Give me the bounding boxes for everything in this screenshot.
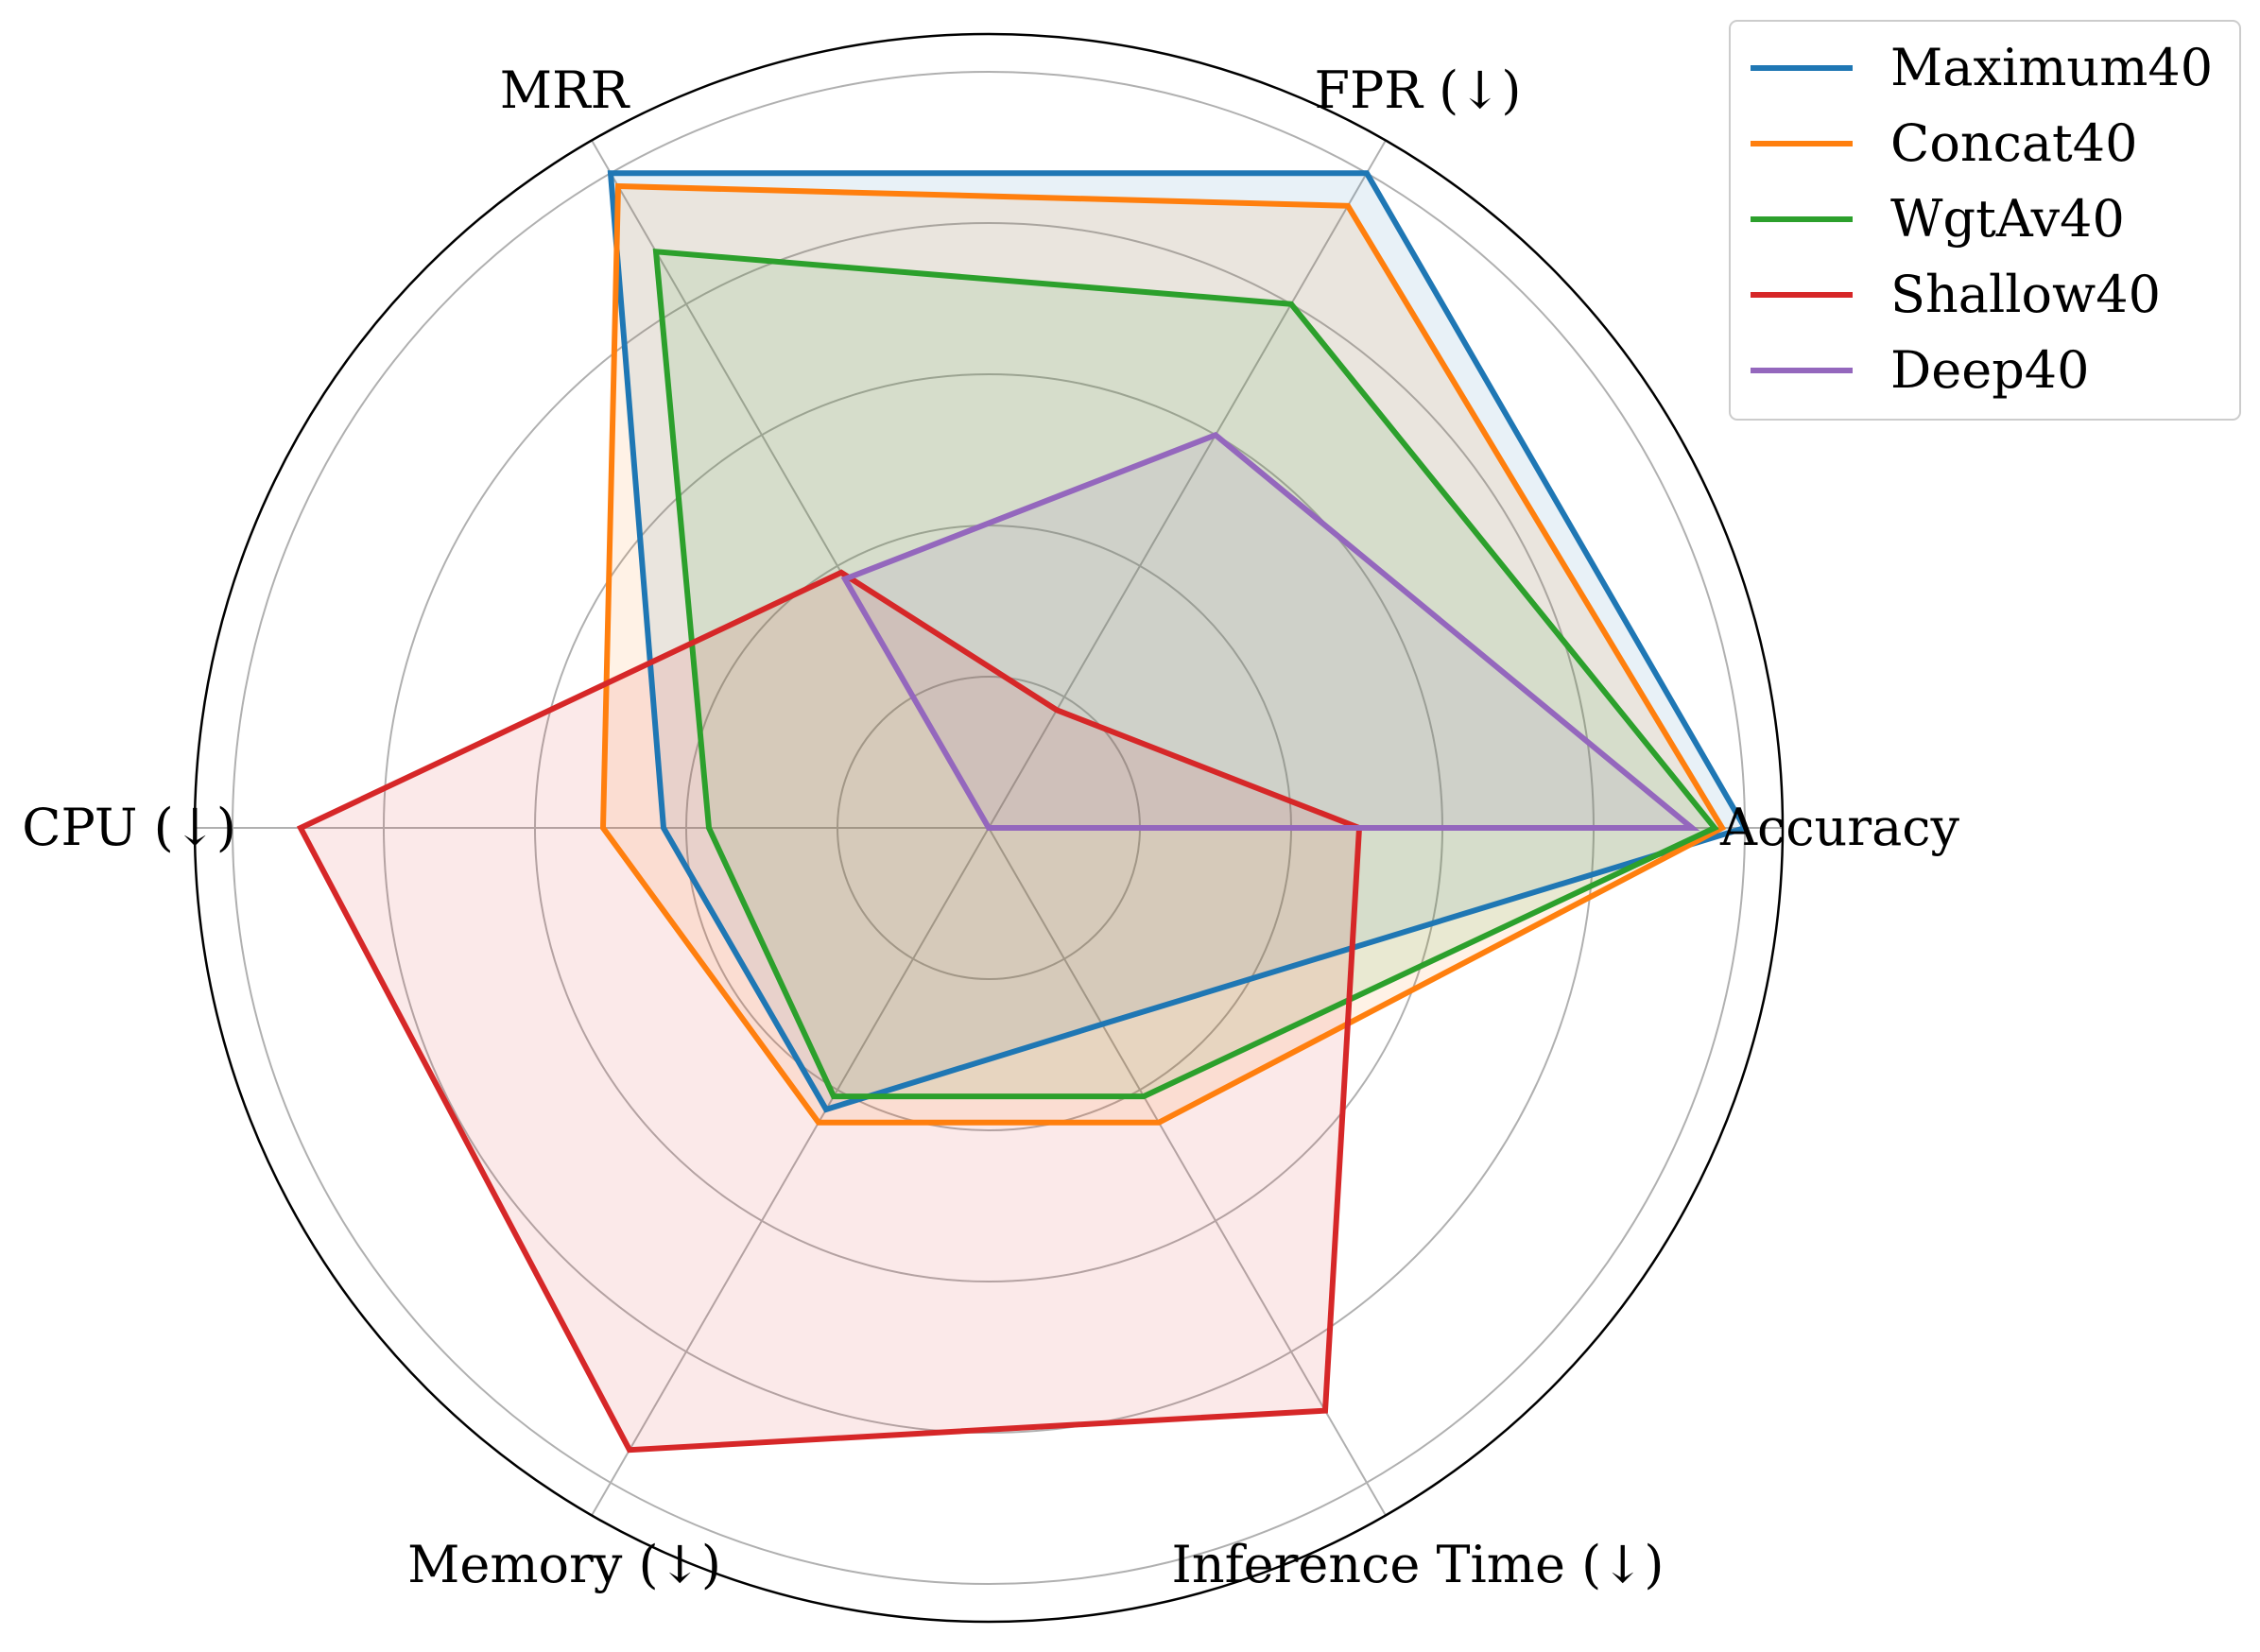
- axis-label-1: Accuracy: [1719, 798, 1960, 857]
- series-fills: [301, 173, 1745, 1451]
- series-fill-wgtav40: [656, 251, 1715, 1097]
- outer-frame: [193, 32, 1785, 1624]
- legend-label-deep40: Deep40: [1890, 340, 2090, 400]
- spoke-2: [988, 140, 1387, 829]
- series-fill-maximum40: [611, 173, 1745, 1110]
- series-fill-concat40: [603, 186, 1722, 1123]
- legend-label-shallow40: Shallow40: [1890, 265, 2161, 324]
- axis-label-2: FPR (↓): [1314, 60, 1521, 120]
- legend-box: [1729, 20, 2241, 421]
- legend-label-wgtav40: WgtAv40: [1890, 189, 2125, 249]
- legend-label-maximum40: Maximum40: [1890, 38, 2213, 97]
- axis-label-6: Inference Time (↓): [1172, 1535, 1665, 1594]
- axis-labels: Accuracy FPR (↓) MRR CPU (↓) Memory (↓) Infer…: [22, 60, 1959, 1594]
- axis-label-5: Memory (↓): [407, 1535, 721, 1594]
- axis-label-4: CPU (↓): [22, 798, 236, 857]
- series-lines: [296, 170, 1750, 1454]
- legend-label-concat40: Concat40: [1890, 113, 2137, 173]
- spoke-6: [988, 827, 1387, 1516]
- series-fill-deep40: [845, 435, 1692, 828]
- legend[interactable]: Maximum40 Concat40 WgtAv40 Shallow40 Deep40: [1729, 20, 2241, 421]
- series-fill-shallow40: [301, 572, 1359, 1451]
- spoke-5: [591, 827, 990, 1516]
- axis-label-3: MRR: [500, 60, 630, 120]
